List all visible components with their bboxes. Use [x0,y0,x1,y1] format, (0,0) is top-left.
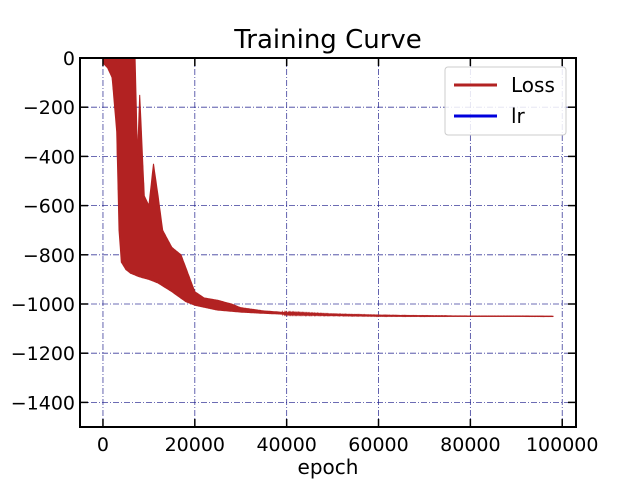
legend: Loss lr [444,66,567,136]
legend-label-loss: Loss [511,73,555,97]
x-tick-label: 100000 [526,434,599,456]
legend-label-lr: lr [511,104,526,128]
y-tick-label: −400 [23,146,75,168]
x-tick-label: 60000 [348,434,408,456]
x-tick-label: 20000 [165,434,225,456]
axis-ticks: 0 20000 40000 60000 80000 100000 0 −200 −400 −600… [11,48,599,456]
y-tick-label: −600 [23,196,75,218]
x-tick-label: 40000 [256,434,316,456]
x-tick-label: 80000 [440,434,500,456]
loss-series-band [102,57,554,317]
y-tick-label: −1400 [11,392,75,414]
loss-series-line [102,58,553,318]
y-tick-label: 0 [63,48,75,70]
y-tick-label: −800 [23,245,75,267]
chart-title: Training Curve [233,25,422,55]
plot-frame [79,57,577,428]
y-tick-label: −1200 [11,343,75,365]
x-tick-label: 0 [97,434,109,456]
y-tick-label: −200 [23,97,75,119]
x-axis-label: epoch [298,455,359,479]
y-tick-label: −1000 [11,294,75,316]
plot-series [102,57,554,318]
